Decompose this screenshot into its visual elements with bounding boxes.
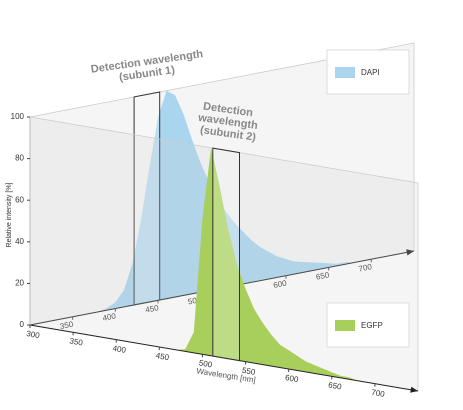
y-tick-label: 40 <box>15 237 24 246</box>
y-tick-label: 0 <box>20 320 25 329</box>
x-tick-label: 350 <box>59 320 74 331</box>
x-tick-label: 600 <box>273 278 288 289</box>
y-axis-label: Relative intensity [%] <box>6 182 13 247</box>
x-tick-label: 550 <box>241 366 256 377</box>
detection-window <box>212 147 240 362</box>
x-tick-label: 350 <box>69 336 84 347</box>
x-tick-label: 450 <box>155 351 170 362</box>
legend-swatch <box>335 67 355 78</box>
y-tick-label: 60 <box>15 195 24 204</box>
x-tick-label: 500 <box>198 358 213 369</box>
x-tick-label: 700 <box>358 262 373 273</box>
legend-swatch <box>335 320 355 331</box>
x-tick-label: 650 <box>327 380 342 391</box>
y-tick-label: 80 <box>15 154 24 163</box>
x-tick-label: 450 <box>145 303 160 314</box>
x-tick-label: 400 <box>112 344 127 355</box>
x-tick-label: 650 <box>315 270 330 281</box>
x-tick-label: 400 <box>102 311 117 322</box>
legend-label: EGFP <box>361 321 383 330</box>
y-tick-label: 20 <box>15 279 24 288</box>
y-tick-label: 100 <box>11 112 25 121</box>
x-tick-label: 500 <box>187 295 202 306</box>
detection-window <box>133 91 161 306</box>
x-tick-label: 600 <box>284 373 299 384</box>
spectrum-area <box>99 147 375 384</box>
axis-arrowhead <box>406 249 414 256</box>
legend-label: DAPI <box>361 68 380 77</box>
x-tick-label: 300 <box>26 329 41 340</box>
axis-arrowhead <box>410 386 418 393</box>
spectrum-area <box>98 90 372 312</box>
x-tick-label: 700 <box>371 388 386 399</box>
